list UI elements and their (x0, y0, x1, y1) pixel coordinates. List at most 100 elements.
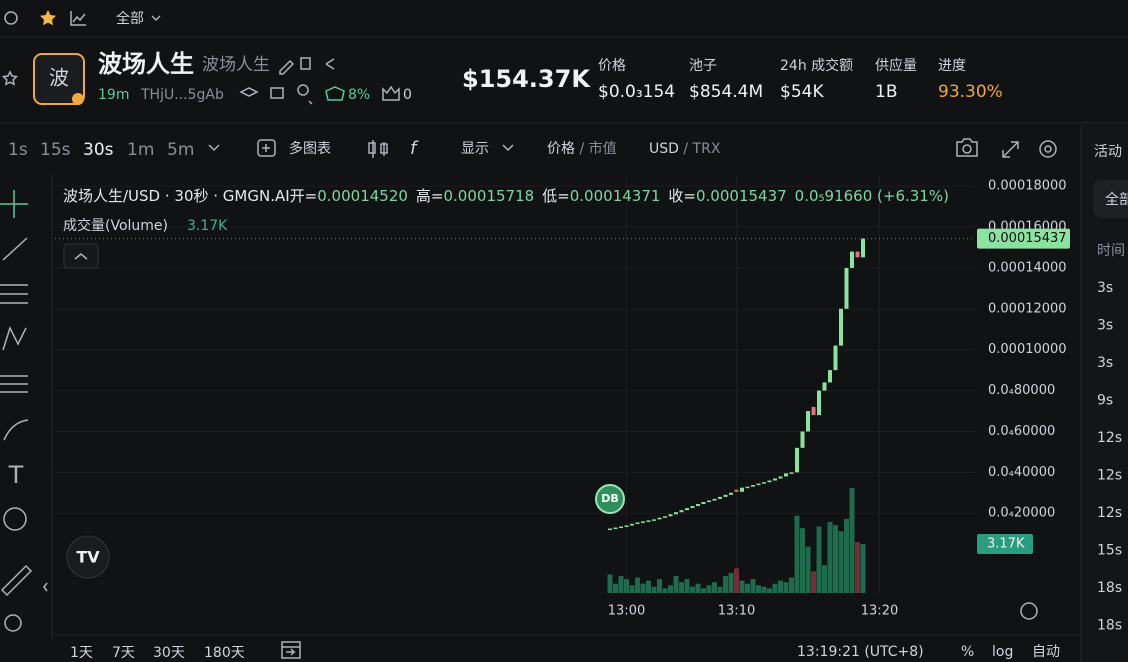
activity-filter[interactable] (1093, 180, 1128, 218)
volume-bar (805, 546, 811, 593)
screenshot-icon[interactable] (956, 138, 978, 157)
candle-body (608, 528, 612, 531)
candle-style-icon[interactable] (368, 140, 388, 158)
candle-body (850, 251, 854, 268)
axis-settings-icon[interactable] (1020, 602, 1038, 620)
ohlc-value: 0.00015437 (696, 187, 787, 205)
candle-body (729, 492, 733, 495)
header-icons[interactable] (279, 57, 335, 75)
brush-tool[interactable] (3, 419, 29, 441)
dropdown-arrow (502, 144, 514, 152)
range-button[interactable]: 1天 (70, 645, 93, 661)
activity-time: 9s (1097, 393, 1113, 409)
pattern-tool[interactable] (2, 326, 27, 351)
auto-toggle[interactable]: 自动 (1032, 644, 1060, 660)
activity-time: 18s (1097, 580, 1122, 596)
currency-toggle[interactable]: USD / TRX (649, 141, 721, 157)
volume-bar (827, 521, 833, 593)
candle-body (751, 485, 755, 487)
activity-rows: 3s 3s 3s 9s 12s 12s 12s 15s 18s 18s (1097, 280, 1122, 634)
holders-pct: 8% (348, 87, 370, 103)
volume-bar (651, 586, 657, 593)
chart-settings-icon[interactable] (1039, 140, 1057, 158)
candle-body (690, 506, 695, 509)
candle-body (613, 527, 618, 530)
trx-option[interactable]: TRX (692, 141, 721, 157)
candle-body (833, 345, 838, 371)
stat-label: 池子 (689, 58, 717, 74)
percent-toggle[interactable]: % (961, 644, 974, 660)
interval-more[interactable] (208, 144, 220, 152)
candle-body (619, 526, 623, 529)
intervals: 1s 15s 30s 1m 5m (8, 140, 194, 160)
filter-dropdown[interactable]: 全部 (116, 10, 144, 27)
interval[interactable]: 5m (167, 140, 194, 160)
range-button[interactable]: 30天 (153, 645, 185, 661)
x-tick-label: 13:00 (608, 604, 645, 619)
volume-bar (684, 579, 690, 593)
mcap-option[interactable]: 市值 (589, 140, 617, 157)
db-marker[interactable] (595, 484, 625, 514)
display-menu[interactable]: 显示 (461, 141, 489, 157)
fullscreen-icon[interactable] (1002, 141, 1019, 158)
stat-value: 1B (875, 82, 897, 102)
activity-filter-label[interactable]: 全部 (1105, 191, 1128, 208)
avatar-badge (72, 93, 84, 105)
volume-bar (860, 544, 866, 593)
fx-icon[interactable]: f (410, 138, 419, 159)
crown-icon (382, 85, 400, 101)
price-toggle[interactable]: 价格 / 市值 (547, 140, 617, 157)
activity-time: 12s (1097, 505, 1122, 521)
volume-bar (717, 586, 723, 593)
ohlc-value: 0.00015718 (444, 187, 535, 205)
trend-line-tool[interactable] (2, 237, 28, 261)
activity-time: 12s (1097, 430, 1122, 446)
ruler-tool[interactable] (0, 564, 33, 597)
volume-bar (789, 577, 794, 593)
change: 0.0₅91660 (+6.31%) (795, 187, 949, 205)
crosshair-tool[interactable] (0, 190, 28, 218)
chart-icon[interactable] (70, 11, 86, 26)
watch-icon[interactable] (1, 70, 19, 86)
ohlc-label: 开= (290, 187, 318, 205)
range-button[interactable]: 180天 (204, 645, 245, 661)
collapse-button[interactable] (63, 243, 99, 269)
interval[interactable]: 1m (127, 140, 154, 160)
price-option[interactable]: 价格 (547, 141, 575, 157)
token-address[interactable]: THjU...5gAb (140, 87, 224, 103)
avatar-text: 波 (49, 66, 69, 90)
candle-body (740, 487, 744, 492)
candle-body (652, 519, 656, 521)
volume-box (977, 534, 1033, 555)
y-tick-label: 0.00018000 (988, 179, 1067, 194)
favorite-icon[interactable] (40, 10, 56, 26)
activity-time: 3s (1097, 318, 1113, 334)
date-range-icon[interactable] (281, 641, 301, 659)
x-tick-label: 13:20 (861, 604, 898, 619)
tradingview-logo[interactable] (66, 535, 110, 579)
candle-body (718, 496, 722, 499)
address-icons[interactable] (239, 84, 313, 105)
ohlc-value: 0.00014371 (570, 187, 661, 205)
interval[interactable]: 15s (40, 140, 71, 160)
fib-tool[interactable] (0, 284, 28, 304)
volume-bar (646, 580, 651, 593)
volume-bar (673, 576, 679, 593)
zoom-tool[interactable] (4, 614, 22, 632)
stat-label: 进度 (938, 58, 966, 74)
volume-bar (811, 571, 816, 593)
range-button[interactable]: 7天 (112, 645, 135, 661)
usd-option[interactable]: USD (649, 141, 679, 157)
volume-bar (640, 583, 646, 593)
y-tick-label: 0.0₄20000 (988, 506, 1055, 521)
settings-icon[interactable] (4, 11, 18, 25)
collapse-arrow[interactable] (43, 582, 48, 592)
emoji-tool[interactable] (3, 507, 27, 531)
interval[interactable]: 1s (8, 140, 28, 160)
multi-chart[interactable]: 多图表 (289, 140, 331, 157)
text-tool[interactable]: T (8, 461, 24, 489)
interval[interactable]: 30s (83, 140, 114, 160)
log-toggle[interactable]: log (992, 644, 1013, 660)
prediction-tool[interactable] (0, 375, 28, 393)
